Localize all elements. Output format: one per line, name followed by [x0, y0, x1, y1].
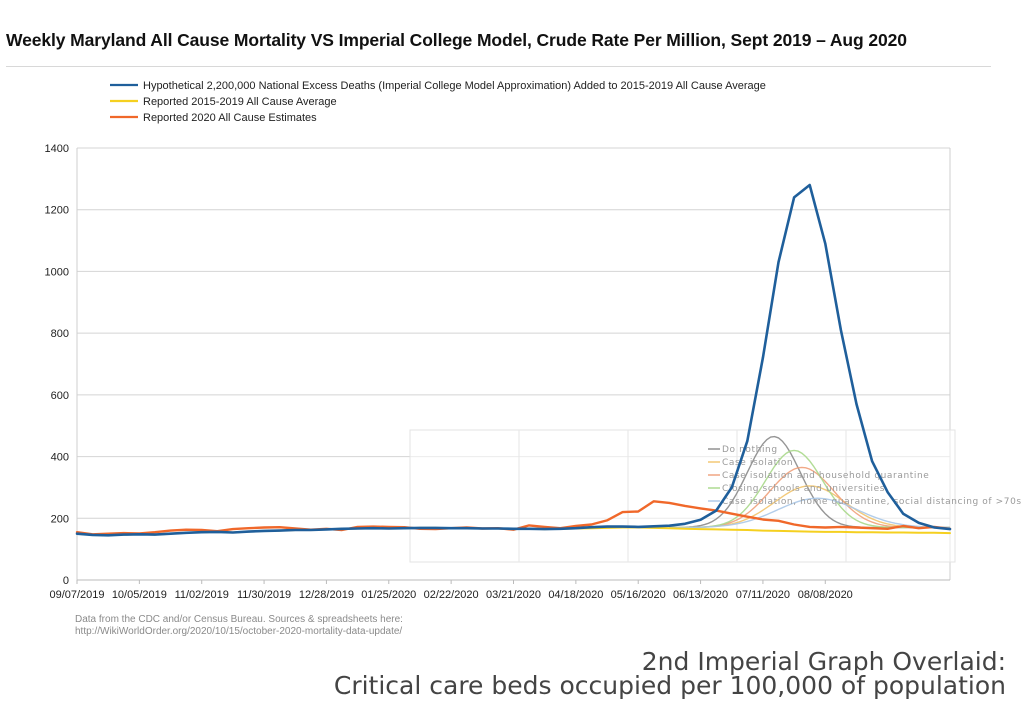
y-tick-label-0: 0 — [63, 575, 69, 587]
overlay-chart-layer: Do nothing Case isolation Case isolation a… — [409, 429, 1022, 563]
y-tick-label-1200: 1200 — [45, 205, 69, 217]
source-note: Data from the CDC and/or Census Bureau. … — [75, 614, 403, 638]
series-line-1 — [75, 183, 952, 537]
overlay-legend-label-5: Case isolation, home quarantine, social … — [722, 497, 1022, 507]
x-tick-label-4: 12/28/2019 — [299, 589, 354, 601]
series-layer — [75, 183, 952, 537]
y-tick-label-800: 800 — [51, 328, 69, 340]
overlay-panel — [409, 429, 956, 563]
x-tick-label-11: 07/11/2020 — [736, 589, 790, 601]
axis-layer: 0 200 400 600 800 1000 1200 1400 09/07/2019 10/05… — [45, 143, 950, 601]
source-note-line1: Data from the CDC and/or Census Bureau. … — [75, 614, 403, 625]
overlay-caption-line2: Critical care beds occupied per 100,000 … — [333, 671, 1006, 700]
y-tick-label-200: 200 — [51, 513, 69, 525]
x-tick-label-7: 03/21/2020 — [486, 589, 541, 601]
chart-title: Weekly Maryland All Cause Mortality VS I… — [6, 30, 907, 50]
overlay-legend-label-1: Do nothing — [722, 445, 778, 455]
overlay-caption-line1: 2nd Imperial Graph Overlaid: — [641, 647, 1006, 676]
overlay-curve-5 — [669, 497, 950, 529]
x-tick-label-1: 10/05/2019 — [112, 589, 167, 601]
x-tick-label-2: 11/02/2019 — [175, 589, 229, 601]
overlay-legend-label-4: Closing schools and universities — [722, 484, 885, 494]
overlay-legend-label-2: Case isolation — [722, 458, 793, 468]
x-tick-label-9: 05/16/2020 — [611, 589, 666, 601]
legend-label-3: Reported 2020 All Cause Estimates — [143, 112, 317, 124]
overlay-curve-4 — [669, 449, 950, 529]
source-note-url[interactable]: http://WikiWorldOrder.org/2020/10/15/oct… — [75, 626, 403, 637]
y-tick-label-1400: 1400 — [45, 143, 69, 155]
x-tick-label-10: 06/13/2020 — [673, 589, 728, 601]
overlay-legend-label-3: Case isolation and household quarantine — [722, 471, 929, 481]
x-tick-label-6: 02/22/2020 — [424, 589, 479, 601]
y-tick-label-1000: 1000 — [45, 266, 69, 278]
overlay-caption: 2nd Imperial Graph Overlaid: Critical ca… — [333, 647, 1006, 700]
x-tick-label-5: 01/25/2020 — [361, 589, 416, 601]
y-tick-label-600: 600 — [51, 390, 69, 402]
x-tick-label-0: 09/07/2019 — [49, 589, 104, 601]
y-tick-label-400: 400 — [51, 452, 69, 464]
x-tick-label-3: 11/30/2019 — [237, 589, 291, 601]
x-tick-label-12: 08/08/2020 — [798, 589, 853, 601]
legend-label-1: Hypothetical 2,200,000 National Excess D… — [143, 80, 766, 92]
legend: Hypothetical 2,200,000 National Excess D… — [110, 80, 766, 124]
legend-label-2: Reported 2015-2019 All Cause Average — [143, 96, 337, 108]
x-tick-label-8: 04/18/2020 — [548, 589, 603, 601]
title-divider — [6, 66, 991, 67]
